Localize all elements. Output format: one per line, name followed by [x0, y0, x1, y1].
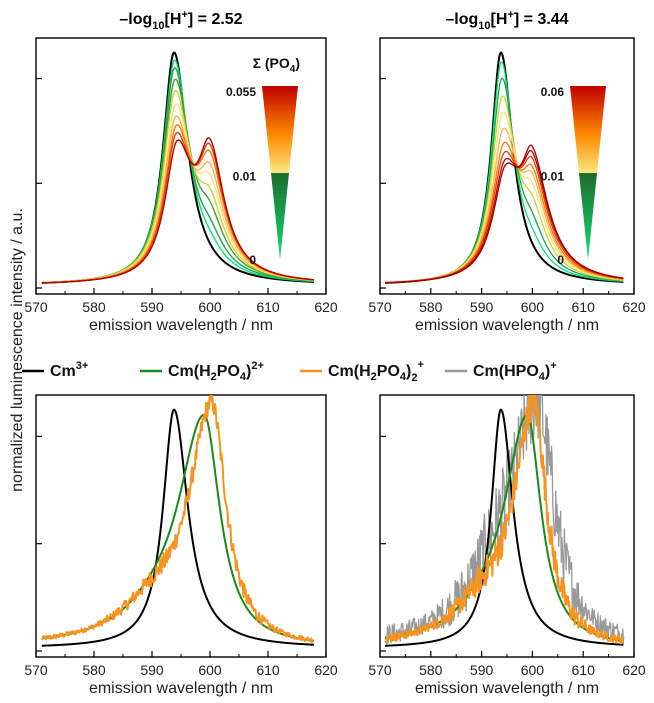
chart-panel-4: 570 580 590 600 610 620 emission wavelength / …	[368, 394, 646, 697]
x-tick-label: 620	[622, 662, 646, 678]
series-group	[40, 395, 315, 647]
colorbar	[262, 86, 298, 260]
x-axis-label: emission wavelength / nm	[89, 317, 273, 334]
x-tick-label: 580	[82, 662, 106, 678]
series-line-10	[41, 137, 314, 284]
x-axis-label: emission wavelength / nm	[89, 680, 273, 697]
legend-item-2: Cm(H2PO4)2+	[140, 360, 264, 383]
series-line-3	[40, 395, 315, 644]
x-tick-label: 580	[419, 662, 443, 678]
x-tick-label: 600	[198, 662, 222, 678]
legend: Cm3+ Cm(H2PO4)2+ Cm(H2PO4)2+ Cm(HPO4)+	[22, 359, 557, 384]
x-tick-label: 610	[572, 299, 596, 315]
x-tick-label: 570	[24, 662, 48, 678]
x-tick-label: 620	[622, 299, 646, 315]
chart-panel-3: 570 580 590 600 610 620 emission wavelength / …	[24, 394, 338, 697]
x-tick-label: 610	[256, 662, 280, 678]
series-line-1	[41, 408, 315, 647]
x-tick-label: 570	[368, 662, 392, 678]
x-axis-label: emission wavelength / nm	[415, 317, 599, 334]
series-group	[384, 395, 625, 647]
colorbar-label: 0.06	[541, 85, 565, 99]
x-tick-label: 610	[572, 662, 596, 678]
colorbar-title: Σ (PO4)	[253, 55, 300, 75]
legend-item-3: Cm(H2PO4)2+	[300, 359, 424, 384]
x-tick-label: 570	[24, 299, 48, 315]
x-tick-label: 580	[82, 299, 106, 315]
series-line-10	[385, 144, 624, 284]
x-tick-label: 600	[198, 299, 222, 315]
x-tick-label: 580	[419, 299, 443, 315]
legend-label: Cm(H2PO4)2+	[328, 359, 424, 384]
chart-title: –log10[H+] = 3.44	[445, 9, 568, 32]
x-tick-label: 590	[140, 662, 164, 678]
legend-label: Cm3+	[50, 360, 88, 380]
x-tick-label: 620	[314, 299, 338, 315]
legend-item-4: Cm(HPO4)+	[445, 360, 557, 383]
x-tick-label: 610	[256, 299, 280, 315]
series-group	[384, 51, 624, 284]
legend-label: Cm(HPO4)+	[473, 360, 557, 383]
series-line-4	[384, 395, 625, 645]
x-tick-label: 620	[314, 662, 338, 678]
x-tick-label: 590	[470, 662, 494, 678]
colorbar-label: 0.01	[541, 169, 565, 183]
colorbar-label: 0.01	[233, 169, 257, 183]
plot-frame	[35, 394, 327, 658]
legend-label: Cm(H2PO4)2+	[168, 360, 264, 383]
panels: 570 580 590 600 610 620 emission wavelength / …	[24, 9, 646, 697]
x-tick-label: 600	[521, 299, 545, 315]
y-axis-label: normalized luminescence intensity / a.u.	[9, 208, 26, 492]
series-line-2	[41, 413, 315, 642]
x-axis-label: emission wavelength / nm	[415, 680, 599, 697]
x-tick-label: 570	[368, 299, 392, 315]
colorbar-label: 0	[557, 253, 564, 267]
x-tick-label: 590	[140, 299, 164, 315]
series-line-2	[384, 408, 624, 647]
colorbar-label: 0.055	[226, 85, 256, 99]
x-tick-label: 600	[521, 662, 545, 678]
chart-panel-1: 570 580 590 600 610 620 emission wavelength / …	[24, 9, 338, 334]
colorbar	[570, 86, 606, 260]
series-group	[41, 51, 315, 284]
chart-title: –log10[H+] = 2.52	[119, 9, 242, 32]
x-tick-label: 590	[470, 299, 494, 315]
chart-panel-2: 570 580 590 600 610 620 emission wavelength / …	[368, 9, 646, 334]
legend-item-1: Cm3+	[22, 360, 88, 380]
colorbar-label: 0	[249, 253, 256, 267]
